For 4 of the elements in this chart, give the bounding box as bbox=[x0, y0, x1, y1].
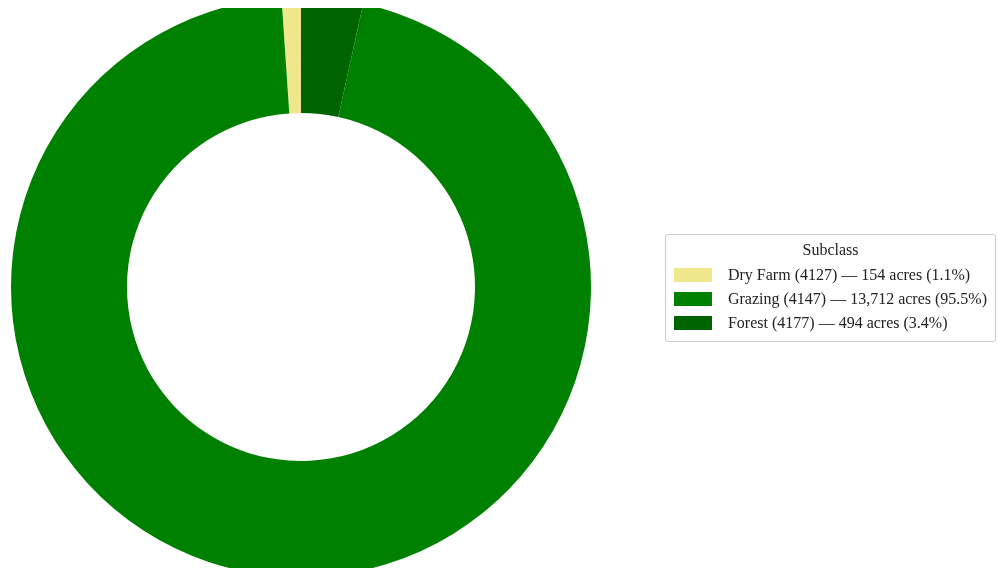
legend-label: Dry Farm (4127) — 154 acres (1.1%) bbox=[727, 266, 971, 284]
legend-label: Forest (4177) — 494 acres (3.4%) bbox=[727, 314, 948, 332]
legend-title: Subclass bbox=[801, 241, 860, 259]
legend-label: Grazing (4147) — 13,712 acres (95.5%) bbox=[727, 290, 987, 308]
